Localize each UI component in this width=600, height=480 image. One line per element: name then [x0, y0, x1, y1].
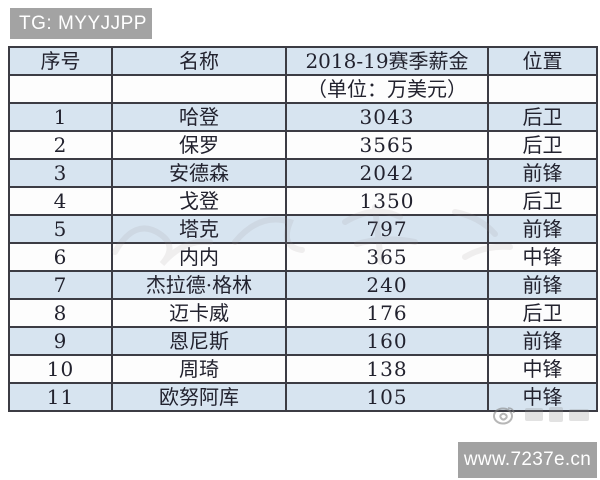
cell-salary: 2042	[285, 158, 489, 188]
table-row: 5 塔克 797 前锋	[8, 214, 598, 244]
table-header-row: 序号 名称 2018-19赛季薪金 位置	[8, 46, 598, 76]
cell-index: 11	[8, 382, 113, 412]
cell-name: 迈卡威	[111, 298, 287, 328]
cell-name: 戈登	[111, 186, 287, 216]
header-cell-salary: 2018-19赛季薪金	[285, 46, 489, 76]
cell-position: 后卫	[487, 298, 598, 328]
cell-index: 2	[8, 130, 113, 160]
cell-index: 9	[8, 326, 113, 356]
unit-cell-blank	[8, 74, 113, 104]
salary-table: 序号 名称 2018-19赛季薪金 位置 （单位：万美元） 1 哈登 3043 …	[8, 46, 598, 412]
cell-name: 安德森	[111, 158, 287, 188]
header-cell-index: 序号	[8, 46, 113, 76]
cell-salary: 240	[285, 270, 489, 300]
site-watermark-badge: www.7237e.cn	[458, 442, 597, 478]
cell-position: 中锋	[487, 382, 598, 412]
cell-position: 前锋	[487, 214, 598, 244]
cell-index: 5	[8, 214, 113, 244]
cell-salary: 3565	[285, 130, 489, 160]
table-row: 7 杰拉德·格林 240 前锋	[8, 270, 598, 300]
cell-position: 中锋	[487, 354, 598, 384]
cell-position: 中锋	[487, 242, 598, 272]
cell-name: 杰拉德·格林	[111, 270, 287, 300]
cell-salary: 1350	[285, 186, 489, 216]
cell-salary: 176	[285, 298, 489, 328]
weibo-logo-icon	[493, 407, 515, 425]
table-row: 2 保罗 3565 后卫	[8, 130, 598, 160]
cell-salary: 797	[285, 214, 489, 244]
cell-salary: 160	[285, 326, 489, 356]
cell-index: 7	[8, 270, 113, 300]
cell-position: 后卫	[487, 130, 598, 160]
cell-name: 塔克	[111, 214, 287, 244]
table-row: 6 内内 365 中锋	[8, 242, 598, 272]
table-row: 9 恩尼斯 160 前锋	[8, 326, 598, 356]
table-row: 1 哈登 3043 后卫	[8, 102, 598, 132]
unit-cell-blank	[111, 74, 287, 104]
telegram-watermark-badge: TG: MYYJJPP	[10, 8, 152, 39]
cell-position: 前锋	[487, 326, 598, 356]
header-cell-position: 位置	[487, 46, 598, 76]
table-unit-row: （单位：万美元）	[8, 74, 598, 104]
cell-name: 内内	[111, 242, 287, 272]
cell-salary: 138	[285, 354, 489, 384]
cell-index: 1	[8, 102, 113, 132]
table-row: 11 欧努阿库 105 中锋	[8, 382, 598, 412]
unit-cell-blank	[487, 74, 598, 104]
cell-name: 周琦	[111, 354, 287, 384]
cell-position: 前锋	[487, 158, 598, 188]
table-row: 3 安德森 2042 前锋	[8, 158, 598, 188]
cell-salary: 105	[285, 382, 489, 412]
cell-index: 10	[8, 354, 113, 384]
cell-index: 4	[8, 186, 113, 216]
cell-index: 8	[8, 298, 113, 328]
table-row: 8 迈卡威 176 后卫	[8, 298, 598, 328]
table-row: 4 戈登 1350 后卫	[8, 186, 598, 216]
cell-index: 6	[8, 242, 113, 272]
cell-salary: 365	[285, 242, 489, 272]
header-cell-name: 名称	[111, 46, 287, 76]
cell-position: 后卫	[487, 102, 598, 132]
cell-salary: 3043	[285, 102, 489, 132]
cell-name: 哈登	[111, 102, 287, 132]
unit-cell-note: （单位：万美元）	[285, 74, 489, 104]
cell-name: 欧努阿库	[111, 382, 287, 412]
cell-position: 前锋	[487, 270, 598, 300]
cell-position: 后卫	[487, 186, 598, 216]
weibo-watermark	[491, 402, 600, 428]
cell-name: 保罗	[111, 130, 287, 160]
cell-index: 3	[8, 158, 113, 188]
table-row: 10 周琦 138 中锋	[8, 354, 598, 384]
cell-name: 恩尼斯	[111, 326, 287, 356]
